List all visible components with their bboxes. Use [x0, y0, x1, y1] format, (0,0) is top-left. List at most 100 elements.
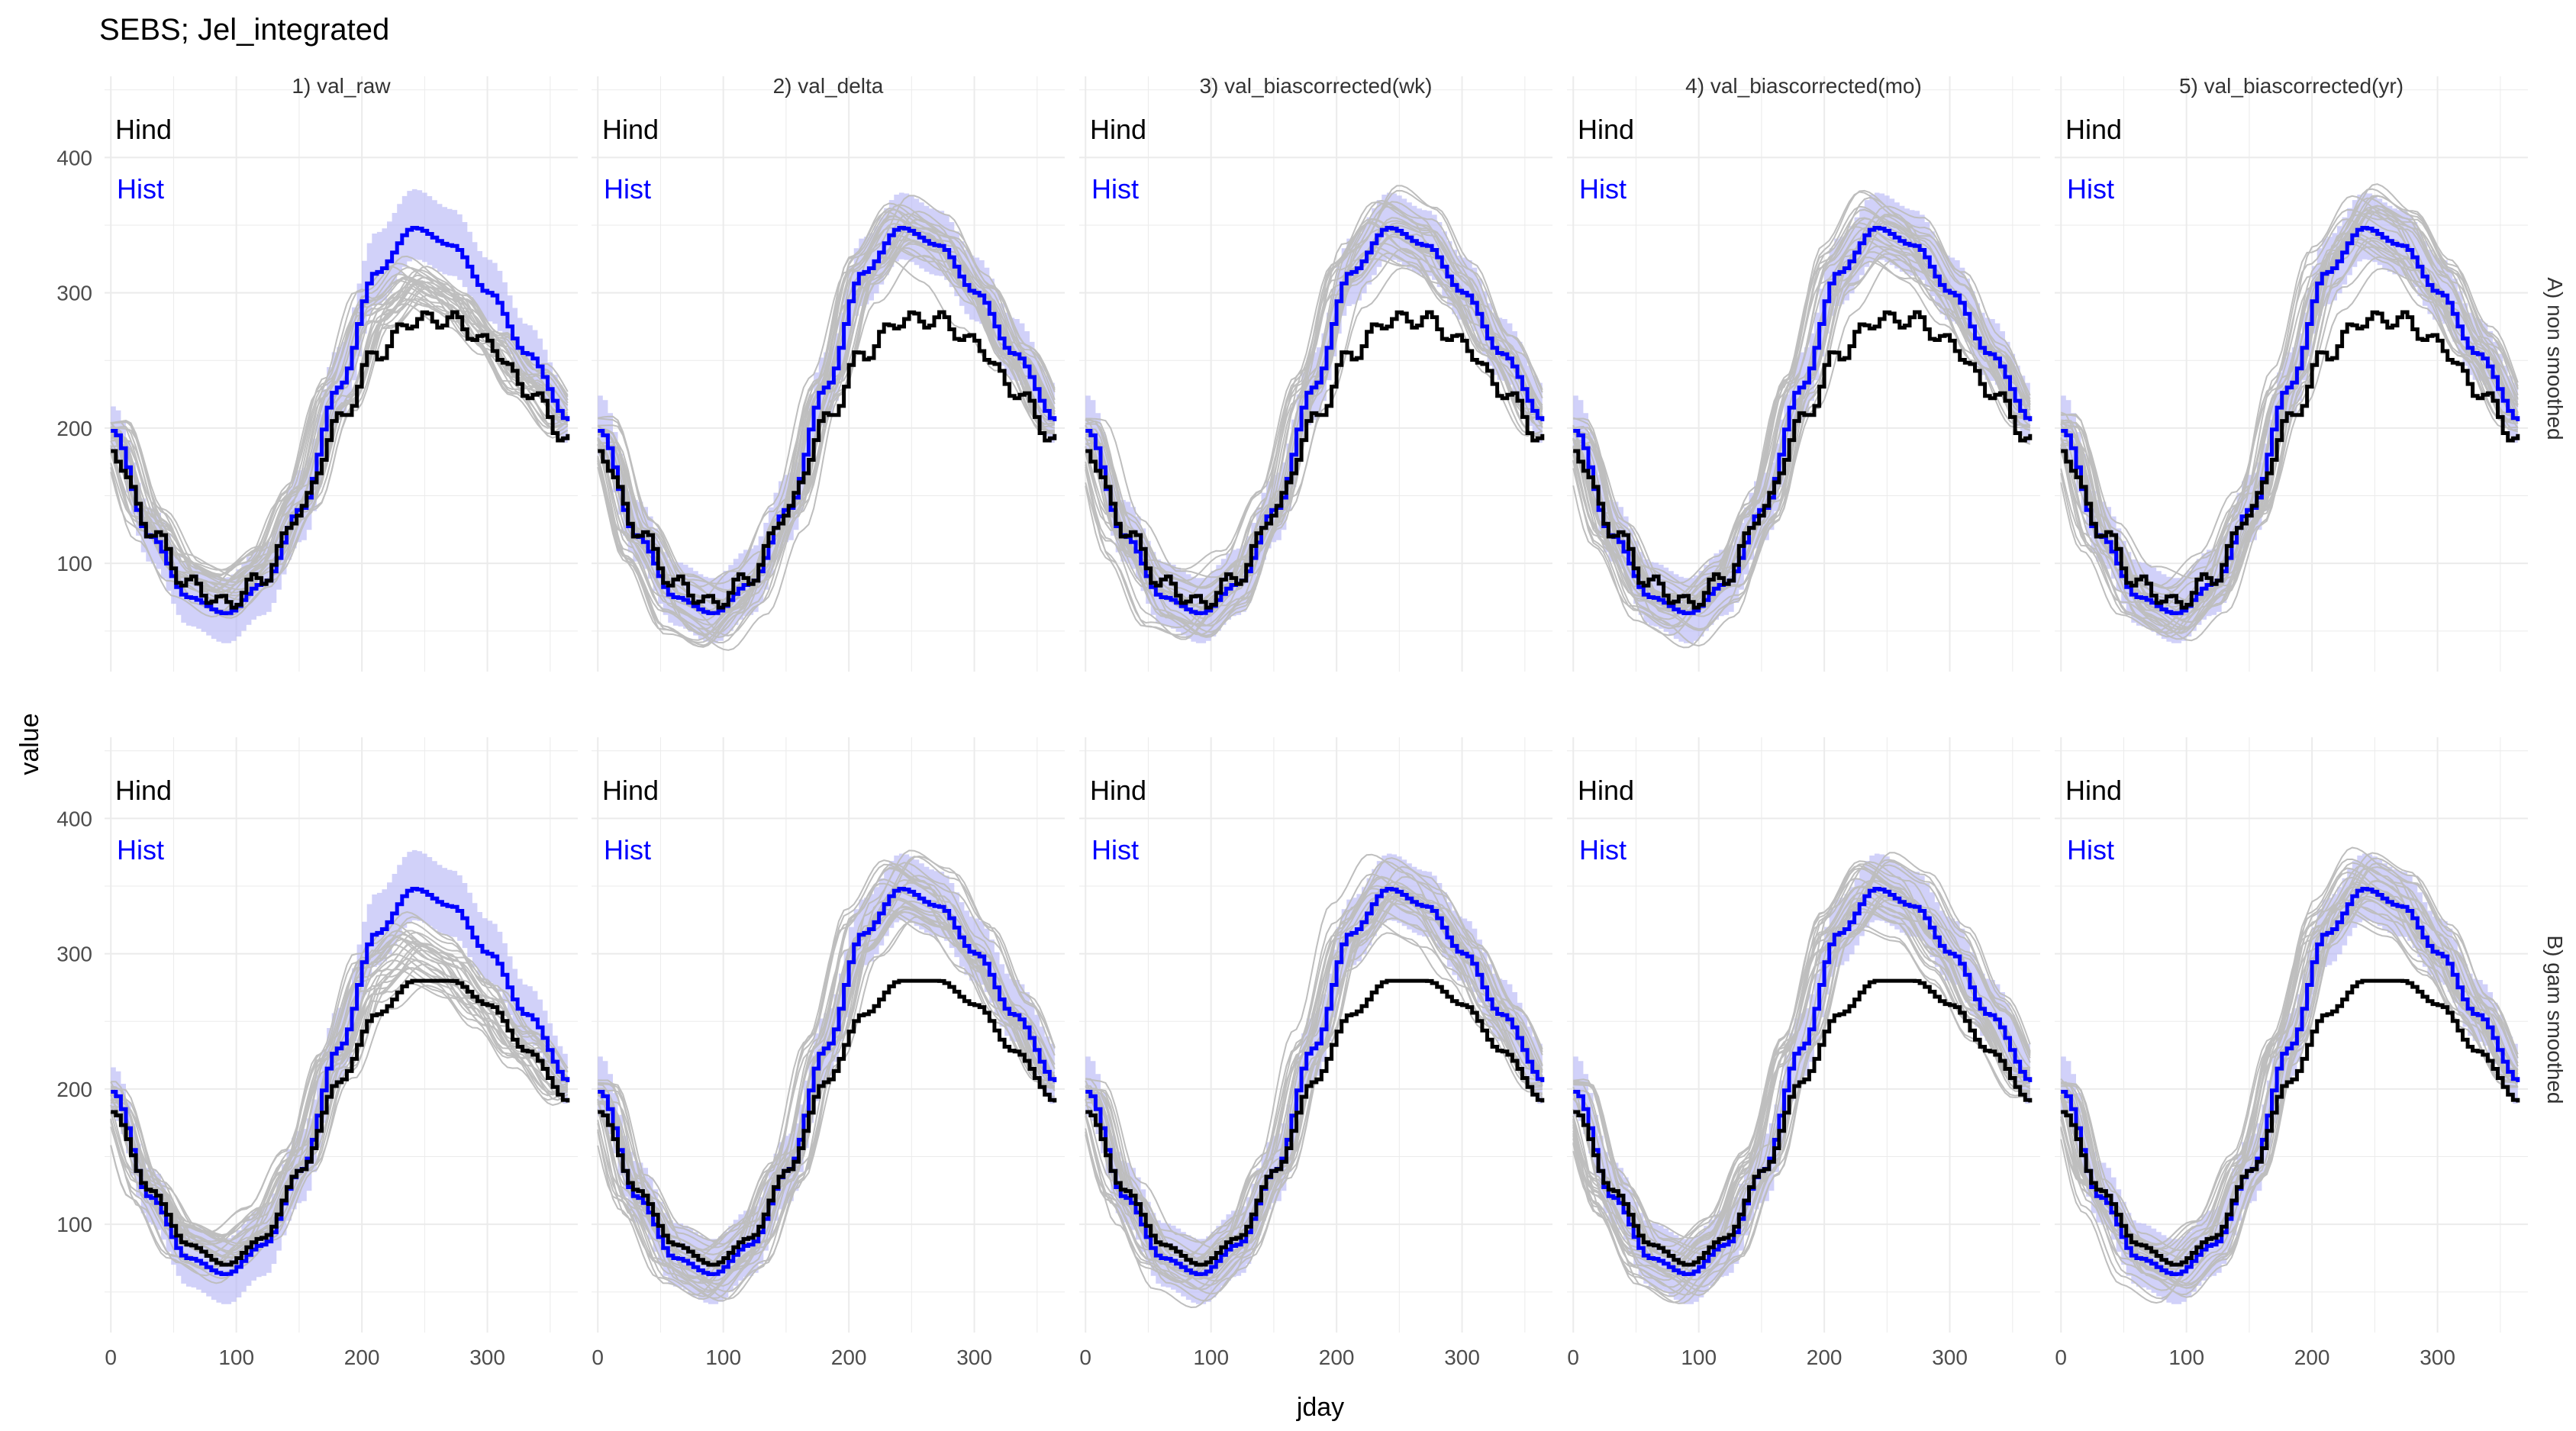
facet-panel-r1-c3: Hind Hist 3) val_biascorrected(wk)	[1079, 74, 1552, 672]
hist-annotation: Hist	[117, 834, 164, 865]
hist-series-line	[598, 887, 1057, 1276]
facet-row-label: A) non smoothed	[2543, 277, 2567, 440]
projection-series-line	[1572, 226, 2030, 620]
x-tick-label: 300	[1444, 1346, 1480, 1369]
x-tick-label: 200	[1807, 1346, 1843, 1369]
projection-series-line	[1085, 892, 1543, 1250]
projection-series-line	[2061, 900, 2519, 1287]
hist-annotation: Hist	[1091, 173, 1139, 205]
x-tick-label: 0	[1567, 1346, 1579, 1369]
projection-series-line	[111, 298, 569, 582]
x-tick-label: 100	[705, 1346, 741, 1369]
projection-series-line	[1573, 905, 2031, 1239]
projection-series-line	[1573, 898, 2031, 1250]
projection-series-line	[597, 882, 1055, 1280]
y-tick-label: 200	[56, 417, 92, 440]
hind-series-line	[1085, 310, 1545, 610]
projection-series-line	[1085, 242, 1543, 606]
projection-series-line	[598, 210, 1056, 651]
projection-series-line	[111, 959, 569, 1259]
hist-range-band	[2061, 853, 2518, 1304]
projection-series-line	[2060, 871, 2518, 1304]
x-tick-label: 100	[1681, 1346, 1717, 1369]
hist-range-band	[2061, 192, 2518, 643]
projection-series-line	[111, 942, 569, 1236]
facet-column-label: 1) val_raw	[292, 74, 391, 98]
projection-series-line	[598, 910, 1056, 1249]
projection-series-line	[2060, 214, 2518, 634]
x-tick-label: 100	[2168, 1346, 2204, 1369]
hist-series-line	[598, 226, 1057, 615]
x-tick-label: 200	[831, 1346, 867, 1369]
projection-series-line	[1572, 880, 2030, 1304]
x-tick-label: 0	[105, 1346, 117, 1369]
x-axis-label: jday	[1296, 1393, 1344, 1422]
projection-series-line	[110, 922, 569, 1277]
hind-series-line	[111, 978, 570, 1267]
projection-series-line	[1573, 864, 2031, 1274]
projection-series-line	[2061, 880, 2519, 1287]
hind-annotation: Hind	[115, 114, 172, 145]
hind-annotation: Hind	[1578, 775, 1634, 806]
y-tick-label: 200	[56, 1078, 92, 1101]
hind-series-line	[2061, 310, 2520, 610]
projection-series-line	[2060, 188, 2519, 633]
hind-annotation: Hind	[1090, 114, 1146, 145]
hind-series-line	[1573, 310, 2033, 610]
y-tick-label: 400	[56, 807, 92, 830]
projection-series-line	[111, 279, 569, 586]
facet-row-label: B) gam smoothed	[2543, 936, 2567, 1104]
hind-series-line	[2061, 978, 2520, 1267]
hist-series-line	[1085, 887, 1545, 1276]
projection-series-line	[2060, 218, 2518, 632]
hist-annotation: Hist	[604, 173, 651, 205]
y-tick-label: 300	[56, 943, 92, 966]
projection-series-line	[110, 934, 569, 1271]
projection-series-line	[598, 916, 1056, 1268]
facet-column-label: 5) val_biascorrected(yr)	[2179, 74, 2404, 98]
facet-panel-r2-c4: Hind Hist 0 100 200 300	[1567, 737, 2040, 1369]
projection-series-line	[1085, 888, 1543, 1282]
facet-panel-r1-c2: Hind Hist 2) val_delta	[592, 74, 1065, 672]
x-tick-label: 200	[1319, 1346, 1355, 1369]
facet-panel-r2-c5: Hind Hist 0 100 200 300 B) gam smoothed	[2055, 737, 2567, 1369]
projection-series-line	[1572, 205, 2030, 627]
facet-column-label: 2) val_delta	[773, 74, 884, 98]
x-tick-label: 100	[218, 1346, 254, 1369]
projection-series-line	[2061, 867, 2519, 1283]
projection-series-line	[1085, 853, 1543, 1283]
projection-series-line	[597, 204, 1056, 626]
hind-annotation: Hind	[2065, 114, 2122, 145]
projection-series-line	[110, 279, 569, 592]
hist-annotation: Hist	[117, 173, 164, 205]
hist-series-line	[2061, 226, 2520, 615]
projection-series-line	[110, 266, 569, 597]
projection-series-line	[1085, 892, 1543, 1273]
hind-series-line	[1573, 978, 2033, 1267]
projection-series-line	[2061, 267, 2519, 603]
hist-annotation: Hist	[1091, 834, 1139, 865]
projection-series-line	[597, 862, 1055, 1297]
hind-annotation: Hind	[602, 775, 659, 806]
hind-annotation: Hind	[1578, 114, 1634, 145]
facet-panel-r2-c3: Hind Hist 0 100 200 300	[1079, 737, 1552, 1369]
facet-panel-r2-c2: Hind Hist 0 100 200 300	[592, 737, 1065, 1369]
projection-series-line	[2061, 865, 2519, 1298]
hist-series-line	[1573, 887, 2033, 1276]
x-tick-label: 300	[2420, 1346, 2455, 1369]
projection-series-line	[110, 959, 569, 1233]
y-tick-label: 100	[56, 552, 92, 575]
projection-series-line	[1085, 201, 1543, 640]
hind-series-line	[1085, 978, 1545, 1267]
x-tick-label: 0	[1079, 1346, 1091, 1369]
projection-series-line	[597, 898, 1056, 1266]
x-tick-label: 0	[592, 1346, 604, 1369]
projection-series-line	[1085, 267, 1543, 603]
hind-annotation: Hind	[602, 114, 659, 145]
hist-annotation: Hist	[604, 834, 651, 865]
projection-series-line	[110, 958, 568, 1238]
hist-annotation: Hist	[2067, 173, 2114, 205]
hind-annotation: Hind	[2065, 775, 2122, 806]
projection-series-line	[1572, 923, 2030, 1271]
